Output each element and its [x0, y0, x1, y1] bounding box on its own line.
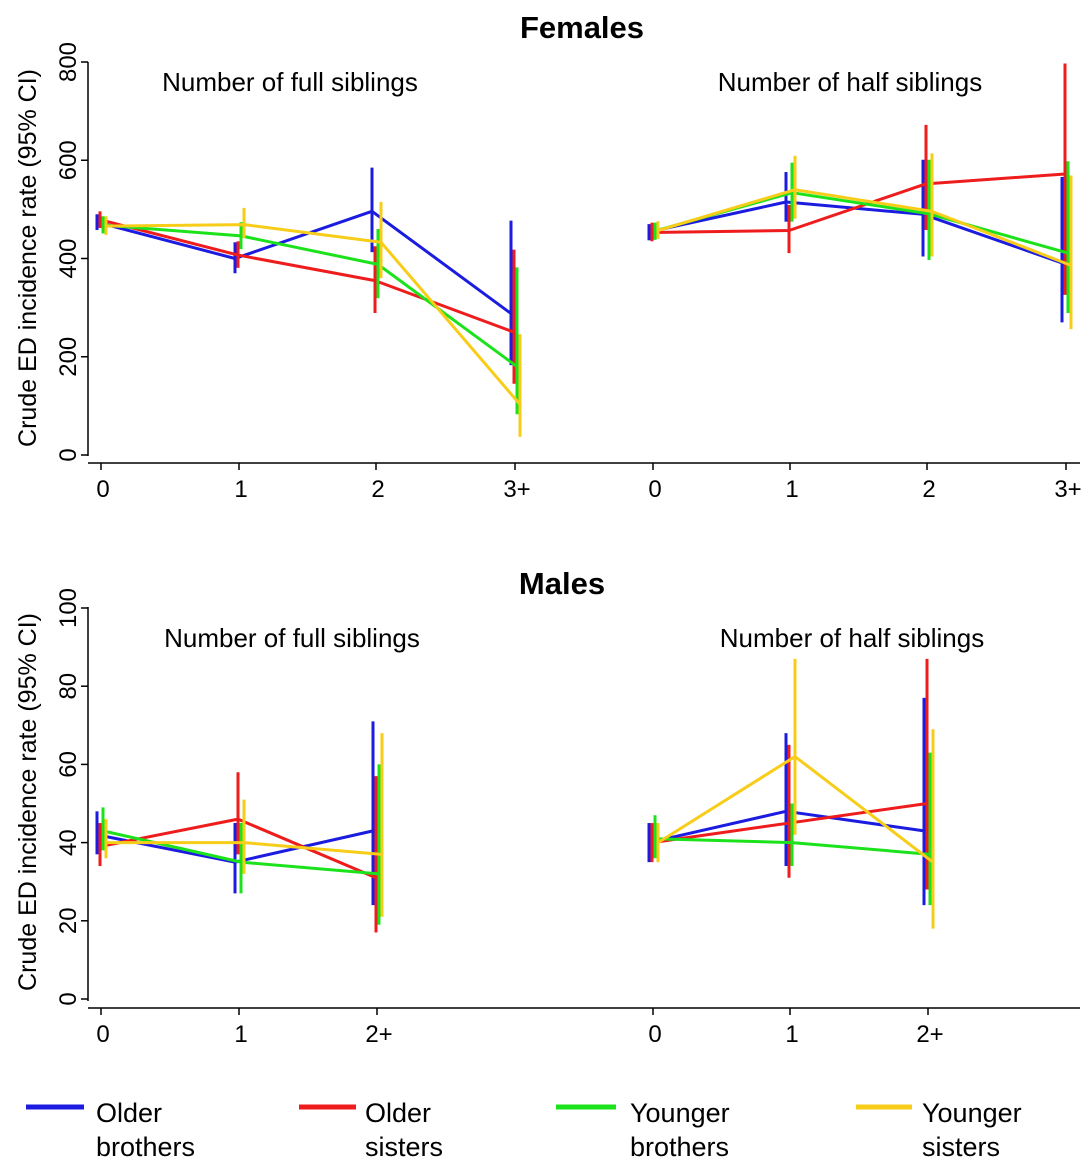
females-full-x-tick-label-0: 0 — [96, 476, 109, 503]
males-full-x-ticks: 0 1 2+ — [96, 1008, 393, 1048]
females-full-series — [95, 167, 522, 437]
males-full-younger-sisters-line — [106, 841, 383, 856]
males-half-series-older-sisters — [650, 658, 929, 890]
females-half-younger-sisters-line — [657, 188, 1072, 267]
males-y-tick-label-40: 40 — [55, 829, 82, 856]
females-half-older-sisters-line — [651, 172, 1066, 234]
females-half-series-older-sisters — [650, 63, 1067, 295]
legend-label-younger-brothers-line2: brothers — [630, 1132, 729, 1162]
females-half-series — [647, 63, 1073, 330]
females-full-panel-label: Number of full siblings — [162, 67, 418, 97]
females-chart-title: Females — [520, 10, 644, 45]
males-half-panel-label: Number of half siblings — [720, 623, 984, 653]
legend-label-younger-sisters-line2: sisters — [922, 1132, 1000, 1162]
females-half-x-ticks: 0 1 2 3+ — [648, 463, 1082, 503]
females-full-series-younger-brothers — [101, 216, 519, 415]
males-y-tick-label-100: 100 — [55, 588, 82, 628]
females-full-older-sisters-line — [99, 218, 515, 334]
females-full-younger-brothers-line — [102, 223, 518, 368]
males-half-series-younger-brothers — [653, 752, 932, 906]
females-half-series-younger-sisters — [656, 153, 1073, 330]
legend-label-older-sisters-line2: sisters — [365, 1132, 443, 1162]
females-y-ticks: 0 200 400 600 800 — [55, 42, 88, 462]
females-half-series-younger-brothers — [653, 159, 1070, 314]
legend-item-older-sisters: Older sisters — [299, 1098, 443, 1162]
males-half-older-brothers-line — [648, 809, 925, 845]
females-half-series-older-brothers — [647, 159, 1064, 323]
legend-label-older-sisters-line1: Older — [365, 1098, 431, 1128]
legend-item-younger-brothers: Younger brothers — [556, 1098, 730, 1162]
males-full-siblings-panel: Number of full siblings 0 1 2+ — [95, 623, 420, 1048]
males-y-tick-label-80: 80 — [55, 673, 82, 700]
males-full-panel-label: Number of full siblings — [164, 623, 420, 653]
males-half-younger-brothers-line — [654, 837, 931, 856]
males-half-x-tick-label-0: 0 — [648, 1021, 661, 1048]
males-y-tick-label-20: 20 — [55, 907, 82, 934]
females-full-x-tick-label-1: 1 — [234, 476, 247, 503]
males-full-x-tick-label-2: 2+ — [365, 1021, 392, 1048]
females-half-siblings-panel: Number of half siblings 0 1 2 3+ — [647, 63, 1082, 503]
females-full-younger-sisters-line — [105, 223, 522, 406]
females-full-series-younger-sisters — [104, 202, 522, 437]
males-full-series — [95, 721, 384, 933]
males-full-x-tick-label-1: 1 — [234, 1021, 247, 1048]
females-half-panel-label: Number of half siblings — [718, 67, 982, 97]
males-full-series-older-sisters — [98, 772, 378, 933]
females-full-series-older-sisters — [98, 211, 516, 384]
females-y-tick-label-800: 800 — [55, 42, 82, 82]
females-half-x-tick-label-2: 2 — [922, 476, 935, 503]
females-y-tick-label-600: 600 — [55, 140, 82, 180]
females-half-x-tick-label-0: 0 — [648, 476, 661, 503]
males-half-x-ticks: 0 1 2+ — [648, 1008, 944, 1048]
females-full-x-tick-label-2: 2 — [371, 476, 384, 503]
females-y-axis-label: Crude ED incidence rate (95% CI) — [14, 69, 42, 447]
legend: Older brothers Older sisters Younger bro… — [26, 1098, 1022, 1162]
females-y-tick-label-400: 400 — [55, 238, 82, 278]
males-chart: Males Crude ED incidence rate (95% CI) 0… — [14, 566, 1080, 1048]
males-y-tick-label-60: 60 — [55, 751, 82, 778]
males-full-older-sisters-line — [99, 817, 377, 880]
males-full-series-older-brothers — [95, 721, 375, 906]
legend-label-older-brothers-line2: brothers — [96, 1132, 195, 1162]
legend-item-younger-sisters: Younger sisters — [856, 1098, 1022, 1162]
females-full-series-older-brothers — [95, 167, 513, 366]
females-y-tick-label-0: 0 — [55, 448, 82, 461]
females-full-older-brothers-line — [96, 209, 512, 315]
females-full-siblings-panel: Number of full siblings 0 1 2 3+ — [95, 67, 531, 503]
males-y-axis-label: Crude ED incidence rate (95% CI) — [14, 613, 42, 991]
females-half-x-tick-label-3: 3+ — [1054, 476, 1081, 503]
females-chart: Females Crude ED incidence rate (95% CI)… — [14, 10, 1082, 503]
males-y-tick-label-0: 0 — [55, 992, 82, 1005]
males-half-x-tick-label-2: 2+ — [916, 1021, 943, 1048]
males-half-x-tick-label-1: 1 — [785, 1021, 798, 1048]
legend-label-younger-sisters-line1: Younger — [922, 1098, 1022, 1128]
males-full-series-younger-sisters — [104, 733, 384, 917]
males-half-older-sisters-line — [651, 802, 928, 845]
females-half-x-tick-label-1: 1 — [785, 476, 798, 503]
males-full-x-tick-label-0: 0 — [96, 1021, 109, 1048]
males-half-series — [647, 658, 935, 929]
females-full-x-tick-label-3: 3+ — [503, 476, 530, 503]
males-half-series-younger-sisters — [656, 658, 935, 929]
legend-label-older-brothers-line1: Older — [96, 1098, 162, 1128]
females-full-x-ticks: 0 1 2 3+ — [96, 463, 531, 503]
males-half-siblings-panel: Number of half siblings 0 1 2+ — [647, 623, 984, 1048]
males-chart-title: Males — [519, 566, 605, 601]
males-half-series-older-brothers — [647, 697, 926, 906]
legend-item-older-brothers: Older brothers — [26, 1098, 195, 1162]
females-y-tick-label-200: 200 — [55, 337, 82, 377]
legend-label-younger-brothers-line1: Younger — [630, 1098, 730, 1128]
males-y-ticks: 0 20 40 60 80 100 — [55, 588, 88, 1006]
males-half-younger-sisters-line — [657, 755, 934, 864]
